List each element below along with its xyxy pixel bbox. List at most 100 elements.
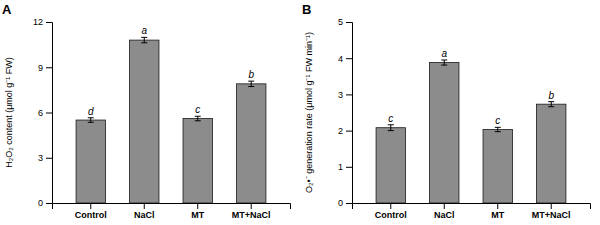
y-tick-label: 12 — [33, 17, 43, 27]
error-bar — [441, 60, 447, 65]
error-bar — [141, 37, 147, 42]
y-tick-mark — [46, 158, 52, 159]
y-tick-mark — [46, 203, 52, 204]
error-bar — [548, 102, 554, 107]
error-bar-cap — [88, 117, 94, 118]
error-bar-cap — [195, 116, 201, 117]
y-axis-line — [346, 23, 353, 204]
error-bar-stem — [144, 37, 145, 42]
bar — [76, 120, 105, 203]
error-bar-stem — [444, 60, 445, 65]
bar — [537, 104, 566, 203]
x-tick: MT — [491, 203, 504, 220]
y-axis-label: O₂•⁻ generation rate (μmol g⁻¹ FW min⁻¹) — [304, 32, 314, 193]
error-bar — [495, 127, 501, 131]
error-bar-cap — [248, 81, 254, 82]
x-tick-label: MT — [491, 210, 504, 220]
x-axis-line — [53, 204, 291, 210]
x-tick-label: MT+NaCl — [232, 210, 271, 220]
letters: dacb — [88, 25, 254, 116]
error-bar-cap — [141, 42, 147, 43]
x-tick-label: MT — [191, 210, 204, 220]
y-axis-label: H₂O₂ content (μmol g⁻¹ FW) — [4, 57, 14, 168]
error-bar-cap — [88, 122, 94, 123]
x-tick-mark — [251, 203, 252, 209]
error-bar-stem — [551, 102, 552, 107]
bar — [483, 130, 512, 203]
letter: b — [248, 69, 254, 80]
y-tick-mark — [346, 167, 352, 168]
y-tick-mark — [46, 67, 52, 68]
x-tick: MT+NaCl — [232, 203, 271, 220]
error-bar-stem — [251, 81, 252, 86]
y-tick: 4 — [338, 54, 352, 64]
y-tick: 1 — [338, 162, 352, 172]
x-tick: Control — [375, 203, 407, 220]
error-bar-cap — [248, 86, 254, 87]
error-bar-cap — [141, 37, 147, 38]
error-bar-cap — [495, 131, 501, 132]
bar — [183, 119, 212, 203]
y-tick-label: 3 — [338, 90, 343, 100]
x-tick: MT+NaCl — [532, 203, 571, 220]
y-tick-label: 5 — [338, 17, 343, 27]
y-tick-label: 3 — [38, 153, 43, 163]
letter: b — [548, 90, 554, 101]
y-tick: 3 — [38, 153, 52, 163]
error-bar-cap — [548, 106, 554, 107]
y-tick: 9 — [38, 63, 52, 73]
x-tick-mark — [444, 203, 445, 209]
y-tick-label: 2 — [338, 126, 343, 136]
panel: 012345ControlNaClMTMT+NaClcacbO₂•⁻ gener… — [302, 2, 591, 220]
chart-svg: 036912ControlNaClMTMT+NaCldacbH₂O₂ conte… — [0, 0, 600, 225]
y-tick: 0 — [38, 198, 52, 208]
x-tick-mark — [144, 203, 145, 209]
y-axis: 0 3 6 9 12 — [33, 17, 53, 208]
error-bar-stem — [497, 127, 498, 131]
y-tick-label: 9 — [38, 63, 43, 73]
y-tick-mark — [46, 113, 52, 114]
y-tick-mark — [346, 22, 352, 23]
letters: c a c b — [388, 48, 554, 126]
y-tick: 3 — [338, 90, 352, 100]
error-bar-cap — [388, 130, 394, 131]
error-bar-cap — [388, 124, 394, 125]
x-tick-mark — [90, 203, 91, 209]
y-tick-label: 4 — [338, 54, 343, 64]
x-tick: NaCl — [134, 203, 155, 220]
x-tick-label: NaCl — [434, 210, 455, 220]
y-tick: 2 — [338, 126, 352, 136]
y-tick-label: 1 — [338, 162, 343, 172]
letter: d — [88, 106, 94, 117]
y-tick-mark — [346, 131, 352, 132]
x-tick-mark — [197, 203, 198, 209]
error-bar-cap — [548, 101, 554, 102]
y-axis-line — [46, 23, 53, 204]
error-bar-cap — [195, 120, 201, 121]
y-tick: 12 — [33, 17, 52, 27]
x-tick-label: MT+NaCl — [532, 210, 571, 220]
y-tick-label: 6 — [38, 108, 43, 118]
y-tick-mark — [346, 94, 352, 95]
letter: c — [388, 113, 393, 124]
x-tick: NaCl — [434, 203, 455, 220]
bar — [376, 128, 405, 203]
x-axis: Control NaCl MT MT+NaCl — [53, 203, 291, 220]
panel-label: A — [2, 2, 12, 17]
error-bar-cap — [441, 60, 447, 61]
error-bar — [88, 118, 94, 123]
x-tick-label: Control — [375, 210, 407, 220]
error-bar — [248, 81, 254, 86]
x-tick-label: Control — [75, 210, 107, 220]
bar — [430, 63, 459, 203]
panel: 0 3 6 9 12 Control NaCl MT MT+NaCl dacb H₂O₂ conte… — [2, 2, 291, 220]
letter: a — [441, 48, 447, 59]
x-tick-mark — [497, 203, 498, 209]
x-tick-mark — [390, 203, 391, 209]
letter: c — [495, 115, 500, 126]
x-axis: Control NaCl MT MT+NaCl — [353, 203, 591, 220]
y-axis: 012345 — [338, 17, 353, 208]
error-bar-stem — [90, 118, 91, 123]
bar — [130, 40, 159, 203]
x-axis-line — [353, 204, 591, 210]
